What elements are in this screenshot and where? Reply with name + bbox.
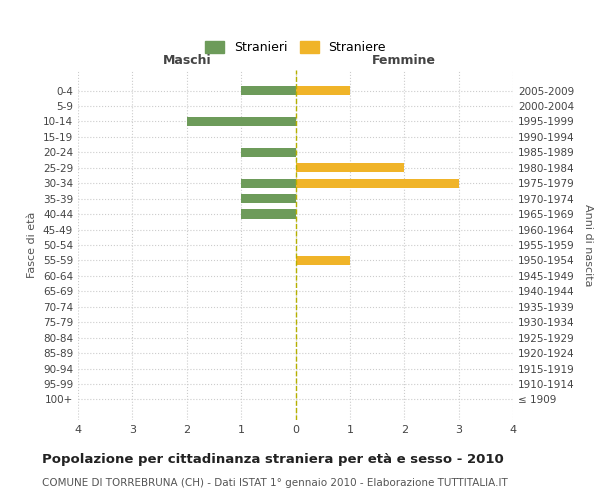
Text: Popolazione per cittadinanza straniera per età e sesso - 2010: Popolazione per cittadinanza straniera p… [42,452,504,466]
Bar [187,117,296,126]
Bar [241,178,296,188]
Bar [241,194,296,203]
Bar [241,148,296,157]
Text: COMUNE DI TORREBRUNA (CH) - Dati ISTAT 1° gennaio 2010 - Elaborazione TUTTITALIA: COMUNE DI TORREBRUNA (CH) - Dati ISTAT 1… [42,478,508,488]
Bar [241,210,296,218]
Y-axis label: Anni di nascita: Anni di nascita [583,204,593,286]
Bar [296,256,350,265]
Text: Femmine: Femmine [372,54,436,66]
Legend: Stranieri, Straniere: Stranieri, Straniere [205,41,386,54]
Bar [296,163,404,172]
Bar [241,86,296,95]
Text: Maschi: Maschi [163,54,211,66]
Y-axis label: Fasce di età: Fasce di età [28,212,37,278]
Bar [296,178,458,188]
Bar [296,86,350,95]
